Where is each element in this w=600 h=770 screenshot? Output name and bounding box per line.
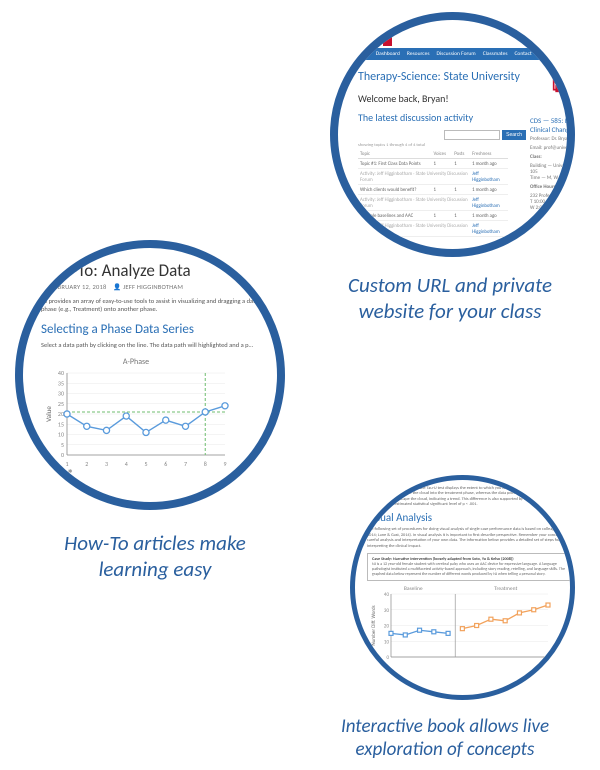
svg-text:6: 6 [164,460,167,468]
welcome-text: Welcome back, Bryan! [358,92,575,105]
visual-title: Visual Analysis [367,511,575,524]
svg-text:40: 40 [58,369,64,377]
user-icon: 👤 [113,283,121,291]
quickstart-link[interactable]: How-To: Analyze … [530,240,575,246]
discussion-table: Topic Voices Posts Freshness Topic #1: F… [358,150,508,237]
howto-bubble: How-To: Analyze Data 🗓 FEBRUARY 12, 2018… [15,240,285,510]
visual-body: The following set of procedures for doin… [367,527,575,548]
visual-analysis-bubble: After performing the analysis, the Tau-U… [350,475,575,700]
svg-text:Value: Value [44,406,53,422]
case-study-box: Case Study: Narrative Intervention (loos… [367,553,575,581]
visual-lead: After performing the analysis, the Tau-U… [367,486,575,507]
crest-mini-icon [383,37,392,46]
caption-interactive: Interactive book allows live exploration… [305,715,585,763]
calendar-icon: 🗓 [41,283,49,291]
svg-text:5: 5 [144,460,147,468]
svg-text:2: 2 [85,460,88,468]
nav-item[interactable]: Resources [407,51,430,57]
svg-text:0: 0 [61,451,64,459]
table-row: Activity: Jeff Higginbotham · State Univ… [358,195,508,211]
svg-text:10: 10 [384,639,390,645]
svg-text:4: 4 [125,460,128,468]
nav-item[interactable]: Start Here [346,51,369,57]
svg-text:8: 8 [204,460,207,468]
table-row: Activity: Jeff Higginbotham · State Univ… [358,221,508,237]
svg-text:30: 30 [58,390,64,398]
caption-howto: How-To articles make learning easy [40,530,270,583]
class-site-bubble: Science hello studser | log out Start He… [330,12,575,257]
quickstart-link[interactable]: How-To: Create … [530,231,575,237]
site-title: Therapy-Science: State University [358,70,575,84]
table-row[interactable]: Multiple baselines and AAC111 month ago [358,211,508,221]
table-row[interactable]: Topic #1: First Class Data Points111 mon… [358,159,508,169]
table-row: Activity: Jeff Higginbotham · State Univ… [358,169,508,185]
top-links[interactable]: hello studser | log out [551,38,575,44]
forum-search-button[interactable]: Search [502,130,526,140]
nav-item[interactable]: Discussion Forum [437,51,476,57]
howto-title: How-To: Analyze Data [41,260,285,281]
svg-text:3: 3 [105,460,108,468]
howto-intro: TS provides an array of easy-to-use tool… [41,297,285,314]
course-heading: CDS — 585: Evaluating Clinical Change [530,116,575,134]
svg-text:10: 10 [58,431,64,439]
caption-customurl: Custom URL and private website for your … [320,272,580,325]
svg-text:U: U [560,64,574,86]
svg-text:STATE: STATE [559,87,575,93]
howto-meta: 🗓 FEBRUARY 12, 2018 👤 JEFF HIGGINBOTHAM [41,283,285,291]
svg-text:15: 15 [58,421,64,429]
svg-text:7: 7 [184,460,187,468]
main-nav: Start Here Dashboard Resources Discussio… [342,48,575,60]
svg-text:0: 0 [386,655,389,661]
svg-text:40: 40 [384,592,390,598]
visual-chart[interactable]: Baseline Treatment 010203040Number Diff.… [367,586,552,669]
howto-subheading: Selecting a Phase Data Series [41,322,285,337]
svg-text:1: 1 [65,460,68,468]
col-head[interactable]: Freshness [470,150,508,159]
svg-text:35: 35 [58,380,64,388]
col-head[interactable]: Posts [452,150,470,159]
nav-item[interactable]: Classmates [483,51,508,57]
nav-item[interactable]: Dashboard [376,51,400,57]
forum-search-input[interactable] [444,130,500,140]
site-logo: Science [362,37,392,46]
svg-text:20: 20 [58,410,64,418]
quickstart-heading: Quick Start Links [530,219,575,229]
svg-text:5: 5 [61,441,64,449]
col-head[interactable]: Topic [358,150,432,159]
howto-chart[interactable]: A-Phase 0510152025303540123456789Value [41,357,231,467]
university-crest-icon: U STATE [550,58,575,98]
svg-text:Number Diff. Words: Number Diff. Words [371,605,377,645]
svg-text:25: 25 [58,400,64,408]
nav-item[interactable]: Contact [514,51,531,57]
class-sidebar: CDS — 585: Evaluating Clinical Change Pr… [530,116,575,249]
svg-text:30: 30 [384,608,390,614]
table-row[interactable]: Which clients would benefit?111 month ag… [358,185,508,195]
svg-text:9: 9 [223,460,226,468]
howto-subtext: Select a data path by clicking on the li… [41,341,285,349]
svg-text:20: 20 [384,624,390,630]
col-head[interactable]: Voices [432,150,453,159]
